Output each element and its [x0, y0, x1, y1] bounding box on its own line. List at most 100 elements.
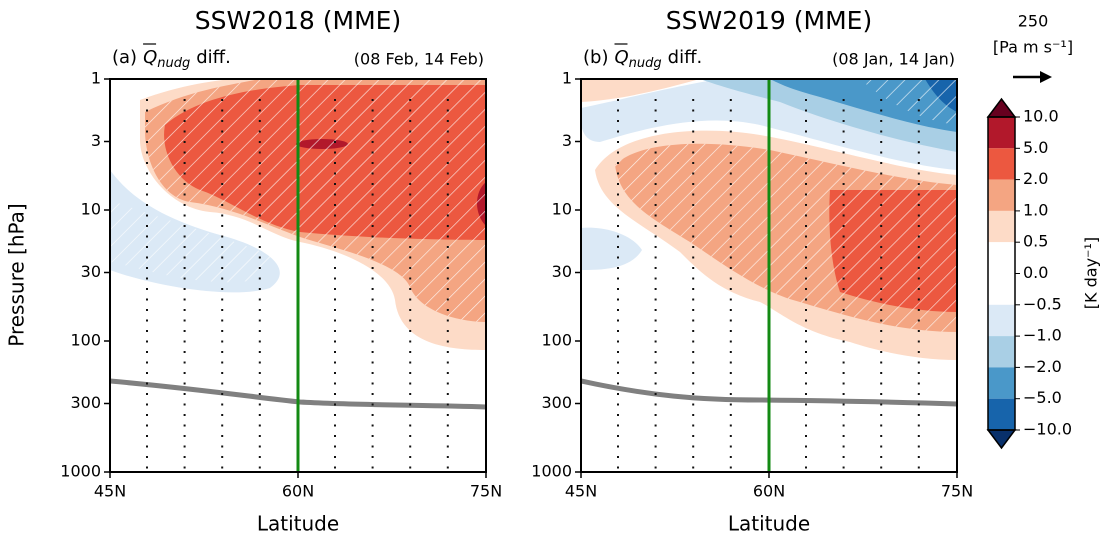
stipple	[146, 456, 148, 458]
colorbar-bin	[988, 304, 1015, 337]
stipple	[258, 109, 261, 112]
colorbar-bin	[988, 210, 1015, 243]
stipple	[221, 120, 224, 122]
stipple	[409, 141, 412, 143]
colorbar-bin	[988, 242, 1015, 274]
stipple	[692, 351, 695, 353]
stipple	[446, 225, 449, 227]
stipple	[409, 235, 412, 238]
stipple	[258, 288, 261, 290]
stipple	[371, 288, 374, 290]
stipple	[729, 183, 732, 185]
stipple	[805, 466, 807, 469]
stipple	[880, 340, 883, 343]
panel-label: (b)	[583, 47, 608, 68]
stipple	[805, 340, 807, 343]
stipple	[258, 319, 261, 322]
stipple	[842, 193, 845, 196]
hatching	[110, 200, 273, 283]
stipple	[654, 319, 657, 322]
stipple	[446, 466, 449, 469]
stipple	[692, 99, 695, 101]
stipple	[729, 225, 732, 227]
stipple	[409, 162, 412, 164]
stipple	[880, 372, 883, 374]
stipple	[371, 372, 374, 374]
stipple	[221, 298, 224, 301]
stipple	[258, 172, 261, 175]
stipple	[617, 204, 619, 206]
stipple	[692, 204, 695, 206]
stipple	[221, 235, 224, 238]
stipple	[842, 277, 845, 280]
panel-title: SSW2019 (MME)	[666, 6, 872, 35]
stipple	[183, 267, 186, 269]
stipple	[842, 109, 845, 112]
stipple	[617, 141, 619, 143]
stipple	[805, 435, 807, 437]
stipple	[617, 330, 619, 332]
quantity-subscript: nudg	[157, 56, 190, 71]
stipple	[805, 277, 807, 280]
stipple	[842, 204, 845, 206]
stipple	[221, 424, 224, 427]
stipple	[371, 172, 374, 175]
stipple	[729, 424, 732, 427]
stipple	[146, 435, 148, 437]
stipple	[617, 277, 619, 280]
stipple	[446, 351, 449, 353]
stipple	[692, 298, 695, 301]
stipple	[371, 214, 374, 217]
panel-label: (a)	[112, 47, 137, 68]
stipple	[805, 141, 807, 143]
stipple	[334, 382, 336, 385]
stipple	[842, 445, 845, 448]
stipple	[146, 109, 148, 112]
stipple	[146, 120, 148, 122]
stipple	[842, 141, 845, 143]
stipple	[258, 309, 261, 311]
panel-dates: (08 Feb, 14 Feb)	[354, 50, 484, 69]
stipple	[258, 382, 261, 385]
stipple	[371, 435, 374, 437]
stipple	[692, 403, 695, 406]
y-tick-label: 3	[91, 131, 101, 150]
stipple	[805, 204, 807, 206]
stipple	[617, 456, 619, 458]
stipple	[842, 172, 845, 175]
stipple	[258, 445, 261, 448]
stipple	[617, 109, 619, 112]
stipple	[183, 162, 186, 164]
stipple	[805, 456, 807, 458]
stipple	[446, 382, 449, 385]
y-tick-label: 1000	[60, 462, 101, 481]
stipple	[842, 183, 845, 185]
colorbar-tick-label: 0.0	[1023, 263, 1048, 282]
stipple	[729, 109, 732, 112]
stipple	[880, 361, 883, 364]
stipple	[729, 298, 732, 301]
stipple	[221, 183, 224, 185]
stipple	[446, 330, 449, 332]
x-axis-label: Latitude	[728, 512, 810, 536]
stipple	[183, 361, 186, 364]
stipple	[183, 204, 186, 206]
stipple	[880, 172, 883, 175]
stipple	[146, 172, 148, 175]
stipple	[692, 382, 695, 385]
stipple	[371, 267, 374, 269]
stipple	[617, 424, 619, 427]
stipple	[258, 235, 261, 238]
stipple	[692, 277, 695, 280]
stipple	[880, 130, 883, 133]
stipple	[258, 340, 261, 343]
stipple	[258, 183, 261, 185]
stipple	[371, 403, 374, 406]
stipple	[917, 214, 920, 217]
stipple	[183, 225, 186, 227]
stipple	[805, 351, 807, 353]
stipple	[842, 225, 845, 227]
stipple	[654, 267, 657, 269]
colorbar-tick-label: 2.0	[1023, 169, 1048, 188]
stipple	[729, 235, 732, 238]
